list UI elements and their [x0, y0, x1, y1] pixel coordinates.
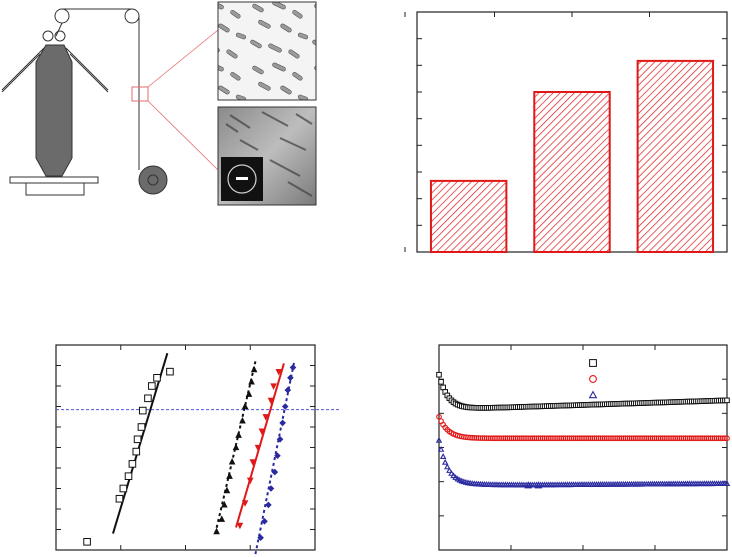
point-s1 [133, 435, 142, 444]
ts-point-s1 [440, 384, 446, 391]
point-s4 [267, 485, 275, 492]
point-s3 [254, 444, 262, 452]
ts-point-s2 [724, 435, 730, 442]
point-s4 [265, 501, 272, 509]
point-s2 [213, 527, 220, 535]
point-s4 [287, 374, 294, 382]
stand-base [25, 182, 85, 196]
point-s1 [166, 367, 174, 376]
point-s1 [119, 484, 128, 493]
fit-line-1 [112, 352, 169, 534]
point-s4 [279, 419, 286, 427]
point-s4 [281, 403, 289, 410]
point-s3 [258, 428, 266, 435]
point-s2 [245, 390, 253, 397]
point-s2 [218, 515, 226, 522]
ts-point-s3 [437, 445, 445, 452]
ts-bump-2 [534, 481, 543, 489]
rod-alignment-inset [217, 1, 317, 101]
point-s4 [276, 436, 284, 443]
bar-3 [636, 59, 715, 254]
point-s4 [257, 534, 264, 541]
ts-frame [438, 344, 728, 551]
point-s2 [228, 457, 236, 465]
ts-point-s1 [724, 397, 730, 404]
point-s1 [148, 382, 156, 390]
probability-plot [55, 344, 340, 555]
ts-point-s2 [436, 413, 442, 420]
point-s3 [262, 414, 270, 421]
ts-point-s3 [441, 458, 449, 465]
legend-marker-2 [589, 375, 597, 383]
schematic-panel [0, 0, 330, 215]
point-s2 [250, 365, 258, 373]
point-s3 [236, 522, 244, 530]
ts-bump-1 [524, 481, 533, 489]
point-s2 [223, 486, 231, 494]
point-s1 [124, 472, 133, 480]
point-s3 [267, 397, 275, 405]
point-s3 [249, 459, 257, 466]
ts-point-s3 [446, 467, 453, 473]
point-s1 [144, 394, 152, 403]
point-s1 [132, 447, 141, 456]
spinneret-body [35, 44, 73, 177]
point-s4 [271, 468, 279, 476]
point-s2 [226, 472, 233, 479]
point-s2 [232, 443, 240, 451]
ts-point-s3 [450, 472, 457, 479]
bar-2 [533, 91, 611, 253]
ts-point-s3 [435, 436, 443, 443]
time-series-panel [425, 335, 732, 557]
point-s2 [241, 402, 249, 410]
fiber-spinning-schematic [1, 1, 317, 206]
ts-point-s3 [448, 469, 455, 476]
point-s1 [138, 406, 147, 415]
point-s3 [246, 477, 254, 485]
ts-point-s2 [722, 435, 728, 442]
point-s4 [284, 386, 292, 394]
ts-point-s3 [444, 463, 451, 470]
stand-top [9, 176, 99, 184]
bar-chart [404, 11, 728, 254]
legend-marker-3 [588, 390, 598, 399]
point-s1 [137, 423, 146, 431]
point-s1 [153, 374, 161, 382]
ts-point-s1 [436, 371, 442, 378]
point-s1 [83, 538, 91, 546]
point-s3 [241, 500, 249, 507]
ts-point-s3 [723, 480, 731, 486]
point-s2 [248, 378, 255, 385]
time-series-plot [435, 344, 731, 551]
ts-point-s1 [438, 379, 444, 385]
point-s1 [128, 460, 137, 468]
point-s4 [261, 518, 268, 525]
ts-point-s3 [439, 453, 447, 460]
probability-plot-panel [40, 335, 350, 557]
legend-marker-1 [589, 359, 597, 367]
point-s2 [235, 431, 242, 438]
point-s3 [270, 383, 277, 390]
point-s2 [221, 501, 228, 508]
point-s1 [115, 494, 124, 503]
point-s4 [289, 364, 297, 371]
point-s3 [275, 369, 283, 376]
bar-chart-panel [404, 0, 732, 270]
bar-1 [429, 179, 508, 253]
point-s2 [239, 416, 246, 424]
